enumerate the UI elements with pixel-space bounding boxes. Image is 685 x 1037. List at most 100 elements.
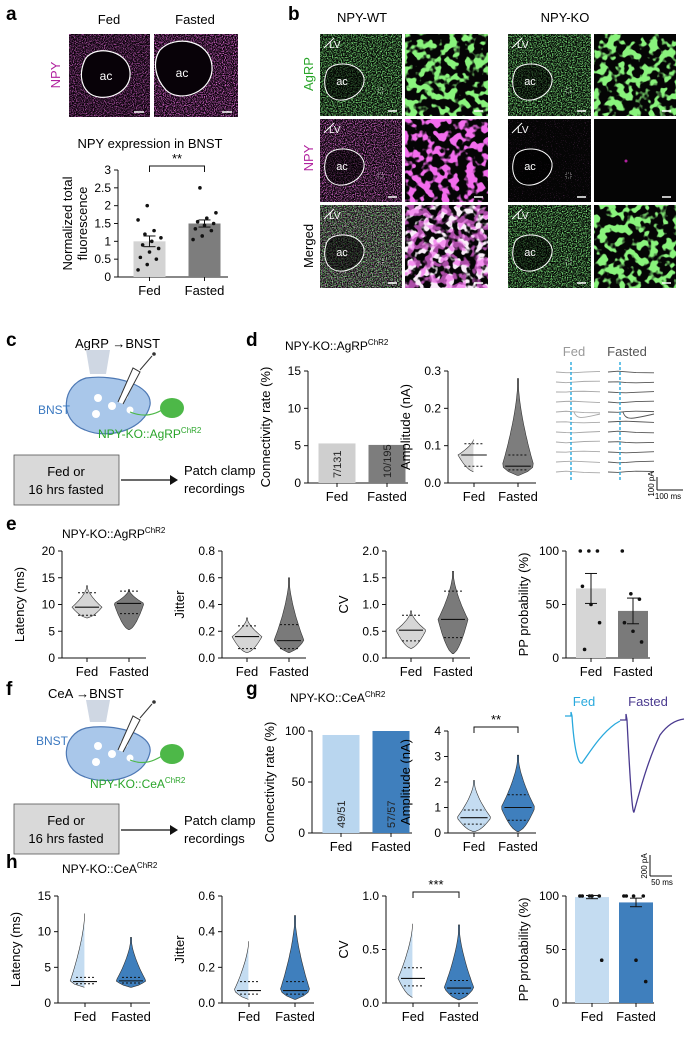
panel-d-scale-y: 100 pA — [647, 471, 656, 497]
lv-label-b: LV — [329, 125, 341, 136]
chart-e4: 0 50 100 PP probability (%) Fed Fasted — [516, 544, 653, 679]
lv-label-b: LV — [329, 211, 341, 222]
trace-fed-gray — [555, 380, 601, 384]
data-point — [643, 979, 648, 984]
y-tick-label: 1 — [104, 234, 111, 248]
panel-f-region: BNST — [36, 734, 69, 748]
panel-g-scale-y: 200 pA — [640, 853, 649, 879]
y-tick-label: 0 — [298, 826, 305, 840]
chart-g1: 0 50 100 Connectivity rate (%) Fed Fasted 49/5… — [262, 722, 412, 854]
y-tick-label: 0.1 — [424, 439, 441, 453]
data-point — [622, 620, 627, 625]
trace-fed-gray — [555, 450, 601, 453]
panel-f-outcome-line2: recordings — [184, 831, 245, 846]
x-tick-label: Fed — [76, 664, 98, 679]
panel-f-title: CeA →BNST — [48, 686, 124, 701]
y-axis-label: Amplitude (nA) — [398, 739, 413, 825]
y-tick-label: 0.2 — [424, 401, 441, 415]
panel-f-box-line1: Fed or — [47, 813, 85, 828]
data-point — [587, 549, 591, 553]
trace-fasted-gray — [607, 460, 655, 464]
violin-fasted — [443, 924, 475, 1001]
y-tick-label: 0.5 — [362, 943, 379, 957]
x-tick-label: Fasted — [433, 664, 473, 679]
trace-fed-gray — [555, 390, 601, 393]
data-point — [599, 958, 604, 962]
y-axis-label: PP probability (%) — [516, 553, 531, 657]
violin-fed — [231, 617, 263, 653]
y-tick-label: 0 — [552, 996, 559, 1010]
y-tick-label: 0.0 — [362, 651, 379, 665]
trace-fasted-gray — [607, 441, 655, 444]
panel-letter-c: c — [6, 330, 17, 351]
panel-c-region: BNST — [38, 403, 71, 417]
x-tick-label: Fasted — [109, 664, 149, 679]
x-tick-label: Fasted — [185, 283, 225, 298]
data-point — [597, 620, 602, 625]
y-tick-label: 0.0 — [198, 651, 215, 665]
data-point — [136, 218, 140, 222]
x-tick-label: Fed — [74, 1009, 96, 1024]
panel-d-traces — [555, 362, 655, 482]
data-point — [582, 647, 587, 652]
bar-label: 57/57 — [386, 800, 398, 828]
y-tick-label: 15 — [42, 571, 56, 585]
x-tick-label: Fed — [330, 839, 352, 854]
panel-c-outcome-line2: recordings — [184, 481, 245, 496]
y-tick-label: 2.5 — [94, 181, 111, 195]
panel-c-box-line2: 16 hrs fasted — [28, 482, 103, 497]
panel-c-mouse-sup: ChR2 — [181, 426, 202, 435]
y-tick-label: 2.0 — [362, 544, 379, 558]
y-tick-label: 0.5 — [362, 624, 379, 638]
trace-fasted-purple — [620, 713, 685, 813]
y-tick-label: 0 — [44, 996, 51, 1010]
y-axis-label: Latency (ms) — [8, 912, 23, 987]
panel-f-condition-box — [13, 803, 120, 855]
x-tick-label: Fasted — [498, 489, 538, 504]
data-point — [195, 219, 200, 224]
data-point — [140, 243, 145, 247]
y-tick-label: 0.3 — [424, 364, 441, 378]
panel-d-trace-fed: Fed — [563, 344, 585, 359]
bar-fasted — [372, 731, 410, 833]
chart-e3: 0.0 0.5 1.0 1.5 2.0 CV Fed Fasted — [336, 544, 473, 679]
violin-fasted — [437, 571, 469, 654]
y-tick-label: 1.0 — [362, 598, 379, 612]
y-tick-label: 50 — [546, 598, 560, 612]
data-point — [145, 262, 150, 267]
violin-fed — [397, 923, 413, 998]
data-point — [641, 894, 646, 898]
ac-label-a-fasted: ac — [176, 66, 189, 80]
bar-fasted — [619, 902, 653, 1003]
y-tick-label: 0.0 — [198, 996, 215, 1010]
x-tick-label: Fed — [400, 664, 422, 679]
panel-d-trace-fasted: Fasted — [607, 344, 647, 359]
x-tick-label: Fed — [402, 1009, 424, 1024]
x-tick-label: Fed — [326, 489, 348, 504]
violin-fasted — [115, 937, 147, 988]
x-tick-label: Fasted — [616, 1009, 656, 1024]
trace-fed-gray — [555, 431, 601, 434]
y-tick-label: 5 — [294, 439, 301, 453]
significance-bracket — [473, 726, 519, 733]
data-point — [631, 629, 635, 634]
violin-fasted — [114, 589, 144, 630]
significance-bracket — [149, 165, 205, 172]
trace-fasted-gray — [607, 370, 655, 374]
micrograph-b-ko-npy-zoom — [594, 119, 676, 202]
panel-g-traces: 200 pA 50 ms — [565, 711, 685, 887]
significance-marker: ** — [491, 712, 501, 727]
data-point — [580, 584, 585, 589]
x-tick-label: Fed — [138, 283, 160, 298]
ac-label-b: ac — [336, 161, 348, 173]
y-tick-label: 0 — [552, 651, 559, 665]
x-tick-label: Fasted — [439, 1009, 479, 1024]
chart-e2: 0.0 0.2 0.4 0.6 0.8 Jitter Fed Fasted — [172, 544, 309, 679]
svg-text:NPY-KO::AgRPChR2: NPY-KO::AgRPChR2 — [62, 526, 166, 541]
data-point — [589, 602, 593, 607]
bar-fed — [322, 734, 360, 833]
bar-fed — [318, 443, 356, 483]
y-tick-label: 100 — [285, 724, 305, 738]
y-tick-label: 10 — [42, 598, 56, 612]
y-tick-label: 100 — [539, 544, 559, 558]
